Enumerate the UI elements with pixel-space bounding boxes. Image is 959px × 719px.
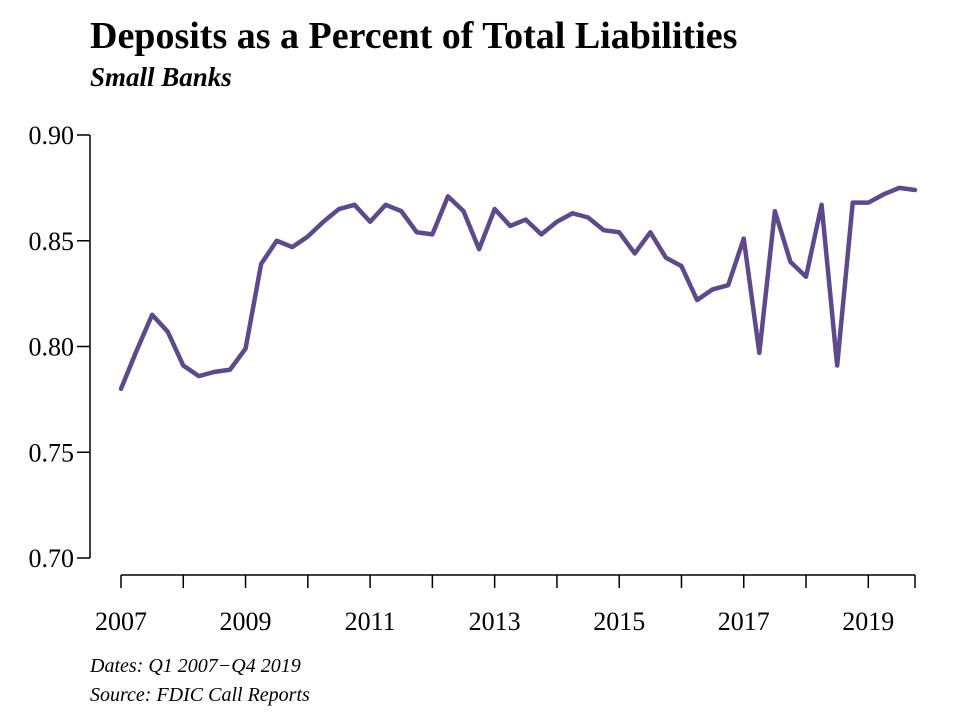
chart-title: Deposits as a Percent of Total Liabiliti… (90, 15, 738, 57)
dates-note: Dates: Q1 2007−Q4 2019 (90, 655, 301, 677)
x-tick-label: 2011 (345, 607, 396, 636)
x-tick-label: 2013 (469, 607, 521, 636)
chart-subtitle: Small Banks (90, 62, 232, 92)
y-tick-label: 0.85 (29, 227, 75, 256)
x-tick-label: 2009 (220, 607, 272, 636)
x-axis: 2007 2009 2011 2013 2015 2017 2019 (95, 574, 916, 636)
y-tick-label: 0.75 (29, 438, 75, 467)
series-line (118, 185, 918, 392)
source-note: Source: FDIC Call Reports (90, 684, 310, 706)
x-tick-label: 2015 (593, 607, 645, 636)
y-axis: 0.70 0.75 0.80 0.85 0.90 (29, 121, 91, 573)
x-tick-label: 2019 (842, 607, 894, 636)
x-tick-label: 2007 (95, 607, 147, 636)
y-tick-label: 0.90 (29, 121, 75, 150)
plot-area (118, 185, 918, 392)
y-tick-label: 0.80 (29, 333, 75, 362)
y-tick-label: 0.70 (29, 544, 75, 573)
x-tick-label: 2017 (718, 607, 770, 636)
